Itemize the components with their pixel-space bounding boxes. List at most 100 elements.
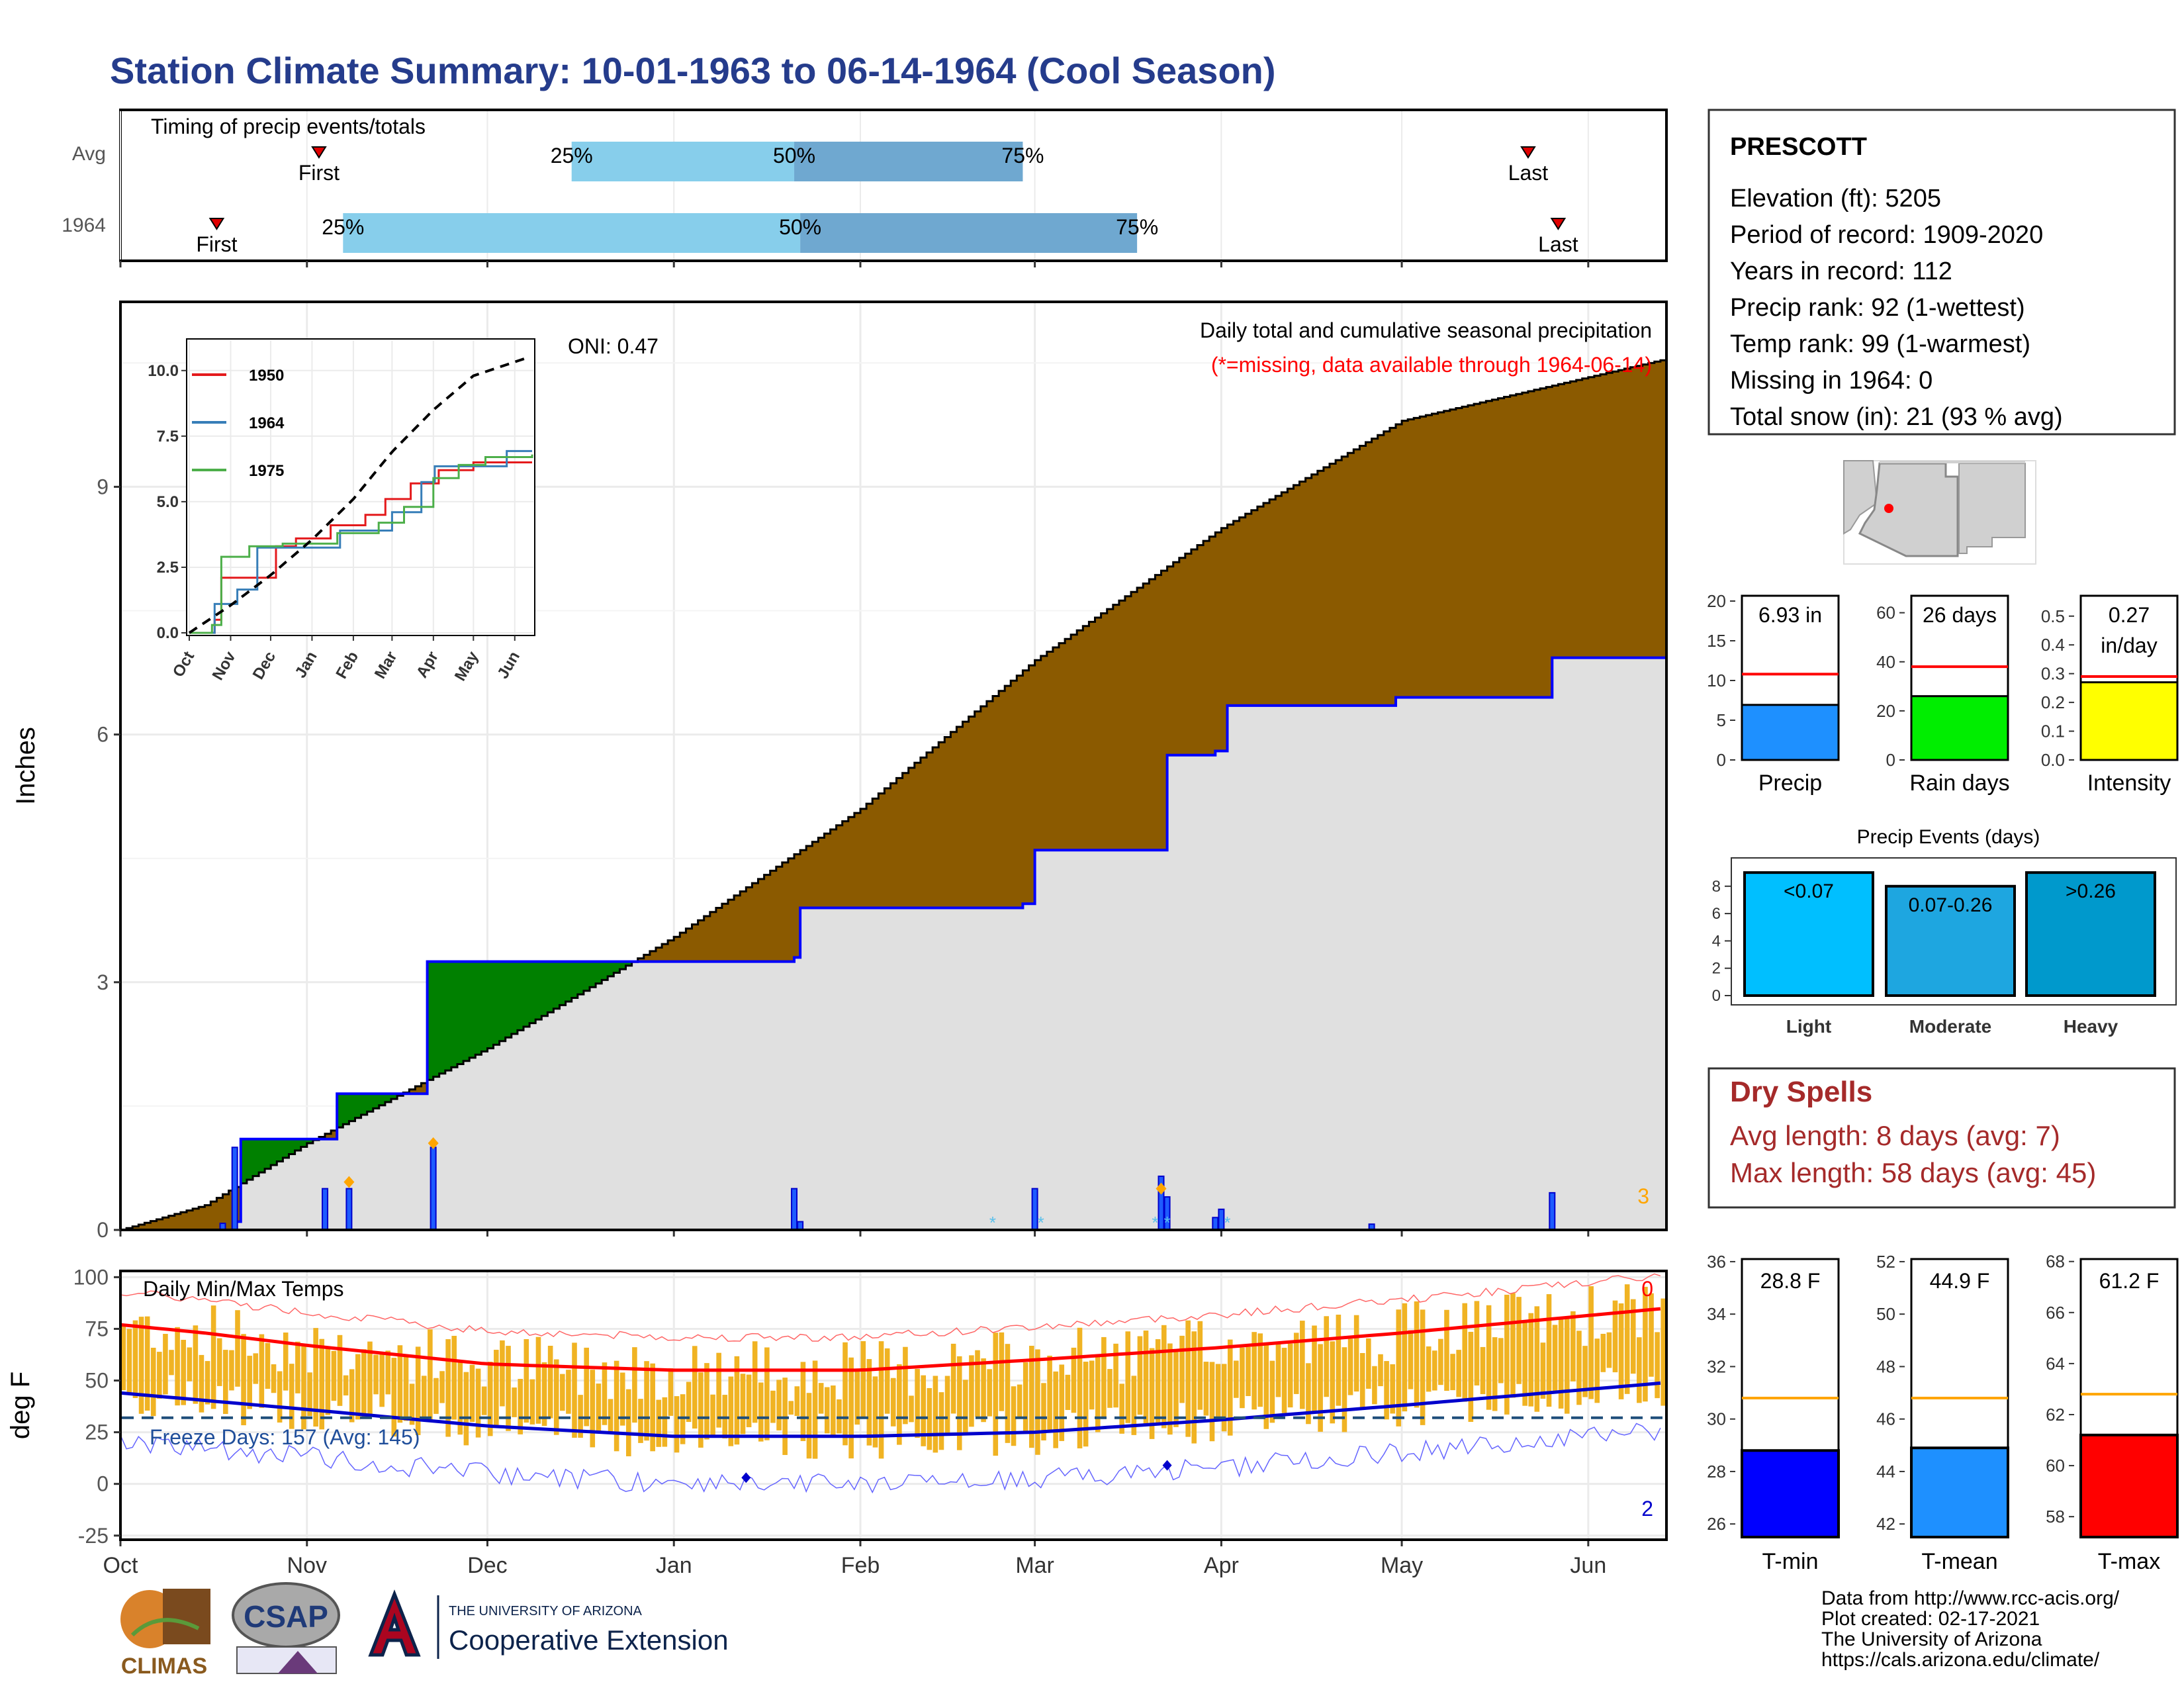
daily-temp-bar xyxy=(854,1370,860,1425)
inset-y-tick-label: 5.0 xyxy=(157,493,179,511)
timing-pct-label: 25% xyxy=(322,215,364,239)
daily-temp-bar xyxy=(788,1401,794,1415)
daily-temp-bar xyxy=(475,1368,481,1438)
daily-temp-bar xyxy=(187,1347,193,1382)
daily-temp-bar xyxy=(626,1389,631,1456)
daily-temp-bar xyxy=(969,1355,974,1427)
daily-temp-bar xyxy=(541,1362,547,1427)
daily-temp-bar xyxy=(716,1352,721,1428)
daily-temp-bar xyxy=(1240,1347,1245,1409)
daily-temp-bar xyxy=(1384,1361,1389,1420)
temp-y-tick-label: 0 xyxy=(97,1472,109,1496)
ua-logo: THE UNIVERSITY OF ARIZONA Cooperative Ex… xyxy=(363,1589,729,1662)
temp-bar-value-label: 44.9 F xyxy=(1930,1269,1990,1293)
daily-temp-bar xyxy=(223,1350,228,1415)
daily-temp-bar xyxy=(343,1375,349,1396)
max-missing-count: 0 xyxy=(1641,1277,1653,1301)
daily-temp-bar xyxy=(758,1382,764,1442)
daily-temp-bar xyxy=(439,1371,445,1403)
dry-spells-max: Max length: 58 days (avg: 45) xyxy=(1730,1157,2096,1188)
daily-temp-bar xyxy=(824,1387,830,1434)
daily-temp-bar xyxy=(1281,1348,1287,1413)
daily-temp-bar xyxy=(1191,1331,1197,1444)
daily-temp-bar xyxy=(1600,1333,1606,1372)
daily-temp-bar xyxy=(632,1347,637,1423)
inset-frame xyxy=(186,338,535,636)
temp-bar-value xyxy=(1910,1446,2009,1538)
daily-temp-bar xyxy=(1353,1315,1359,1392)
daily-temp-bar xyxy=(1011,1386,1017,1446)
precip-header: Daily total and cumulative seasonal prec… xyxy=(1200,318,1652,342)
california-shape xyxy=(1843,460,1878,535)
record-low-marker xyxy=(741,1472,751,1483)
daily-temp-bar xyxy=(463,1372,469,1446)
daily-temp-bar xyxy=(1528,1313,1534,1407)
inset-legend-label: 1975 xyxy=(249,462,284,480)
daily-temp-bar xyxy=(1661,1298,1666,1406)
inset-avg-line xyxy=(188,355,530,634)
trace-marker: * xyxy=(989,1213,996,1233)
daily-temp-bar xyxy=(776,1380,782,1430)
precip-events-title: Precip Events (days) xyxy=(1857,826,2040,848)
daily-temp-bar xyxy=(163,1334,168,1395)
daily-temp-bar xyxy=(1456,1350,1461,1397)
daily-temp-bar xyxy=(126,1329,132,1393)
daily-temp-bar xyxy=(331,1350,337,1401)
daily-temp-bar xyxy=(1552,1325,1558,1391)
trace-marker: * xyxy=(1038,1213,1044,1233)
daily-temp-bar xyxy=(409,1383,415,1425)
daily-temp-bar xyxy=(1522,1321,1527,1406)
daily-temp-bar xyxy=(1167,1343,1173,1435)
temp-bar-value-label: 61.2 F xyxy=(2099,1269,2160,1293)
daily-temp-bar xyxy=(698,1372,704,1448)
min-missing-count: 2 xyxy=(1641,1497,1653,1521)
precip-fills xyxy=(120,359,1668,1231)
temp-bar-tick-label: 32 xyxy=(1707,1356,1726,1376)
daily-temp-bar xyxy=(1324,1316,1329,1397)
daily-temp-bar xyxy=(638,1399,643,1443)
temp-bar-tick-label: 64 xyxy=(2046,1354,2065,1374)
daily-temp-bar xyxy=(433,1378,439,1414)
daily-temp-bar xyxy=(385,1350,391,1395)
precip-y-tick-label: 9 xyxy=(97,475,109,498)
station-elevation: Elevation (ft): 5205 xyxy=(1730,185,1941,212)
daily-temp-bar xyxy=(547,1346,553,1419)
daily-temp-bar xyxy=(1101,1336,1107,1419)
daily-temp-bar xyxy=(944,1376,950,1434)
station-precip-rank: Precip rank: 92 (1-wettest) xyxy=(1730,294,2025,322)
temp-bar-tick-label: 62 xyxy=(2046,1405,2065,1425)
daily-temp-bar xyxy=(1618,1303,1624,1399)
timing-pct-label: 75% xyxy=(1001,144,1044,167)
daily-temp-bar xyxy=(1390,1364,1395,1414)
north-states-shape xyxy=(1880,461,2025,463)
mini-bar-tick-label: 0.5 xyxy=(2041,606,2065,626)
daily-temp-bar xyxy=(878,1341,884,1459)
daily-temp-bar xyxy=(842,1342,848,1446)
footer-line-url: https://cals.arizona.edu/climate/ xyxy=(1821,1649,2100,1671)
ua-logo-bottom-text: Cooperative Extension xyxy=(449,1624,729,1656)
daily-temp-bar xyxy=(1131,1376,1137,1435)
daily-temp-bar xyxy=(283,1333,289,1391)
daily-temp-bar xyxy=(770,1390,776,1423)
daily-temp-bar xyxy=(1275,1342,1281,1397)
temp-y-tick-label: 50 xyxy=(85,1369,109,1393)
mini-bar-tick-label: 0 xyxy=(1886,750,1895,770)
events-y-tick-label: 0 xyxy=(1712,987,1721,1005)
daily-temp-bar xyxy=(1480,1346,1486,1395)
daily-temp-bar xyxy=(1053,1371,1058,1448)
daily-temp-bar xyxy=(494,1350,499,1427)
daily-temp-bar xyxy=(927,1387,933,1450)
daily-temp-bar xyxy=(933,1376,938,1453)
daily-temp-bar xyxy=(1336,1315,1342,1406)
locator-map xyxy=(1843,460,2036,565)
daily-temp-bar xyxy=(1125,1331,1131,1423)
daily-temp-bar xyxy=(1269,1360,1275,1423)
freeze-days-label: Freeze Days: 157 (Avg: 145) xyxy=(150,1425,420,1449)
csap-logo: CSAP xyxy=(232,1582,340,1674)
daily-temp-bar xyxy=(818,1383,824,1414)
mini-bar-value-label: 6.93 in xyxy=(1758,603,1822,627)
daily-temp-bar xyxy=(1083,1362,1089,1447)
ua-logo-top-text: THE UNIVERSITY OF ARIZONA xyxy=(449,1604,643,1618)
temp-y-tick-label: 25 xyxy=(85,1421,109,1444)
daily-temp-bar xyxy=(1029,1346,1034,1448)
